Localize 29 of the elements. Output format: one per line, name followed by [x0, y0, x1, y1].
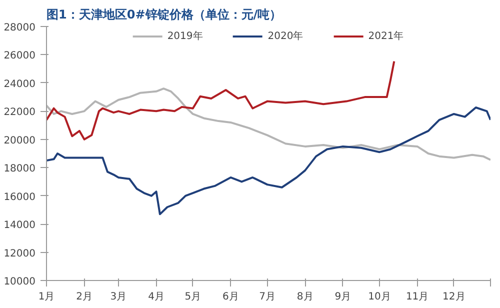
x-tick-label: 11月: [406, 292, 429, 302]
x-tick-label: 3月: [110, 292, 127, 302]
legend-label: 2019年: [167, 30, 203, 43]
chart-title: 图1：天津地区0#锌锭价格（单位：元/吨）: [46, 8, 282, 22]
y-tick-label: 18000: [4, 164, 36, 175]
y-tick-label: 20000: [4, 135, 36, 146]
line-series: [46, 60, 396, 140]
line-series: [46, 88, 490, 161]
x-tick-label: 12月: [442, 292, 466, 302]
y-tick-label: 10000: [4, 276, 36, 288]
line-series: [46, 106, 490, 216]
y-tick-label: 16000: [4, 192, 36, 203]
x-tick-label: 5月: [184, 292, 202, 302]
legend-label: 2021年: [368, 30, 404, 43]
x-tick-label: 7月: [259, 292, 276, 302]
x-tick-label: 8月: [296, 292, 314, 302]
x-tick-label: 9月: [334, 292, 352, 302]
y-tick-label: 24000: [4, 78, 36, 90]
y-tick-label: 12000: [4, 248, 36, 260]
y-tick-label: 22000: [4, 107, 36, 118]
x-tick-label: 10月: [368, 292, 391, 302]
x-tick-label: 4月: [148, 292, 164, 302]
legend-label: 2020年: [268, 30, 304, 43]
x-tick-label: 6月: [222, 292, 239, 302]
x-tick-label: 1月: [38, 292, 55, 302]
y-tick-label: 28000: [4, 22, 36, 34]
y-tick-label: 26000: [4, 50, 36, 62]
x-tick-label: 2月: [76, 292, 93, 302]
y-tick-label: 14000: [4, 220, 36, 232]
